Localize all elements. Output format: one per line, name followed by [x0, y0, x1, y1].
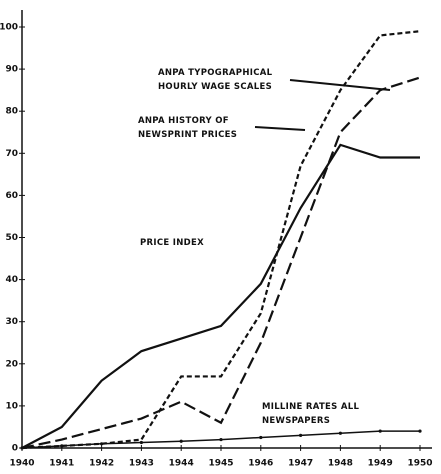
marker	[299, 433, 303, 437]
y-tick-label: 80	[5, 107, 18, 117]
y-tick-label: 10	[5, 401, 18, 411]
line	[21, 143, 420, 449]
marker	[378, 429, 382, 433]
y-tick-label: 90	[5, 65, 18, 75]
x-tick-label: 1943	[129, 459, 154, 469]
marker	[60, 444, 64, 448]
annotation: PRICE INDEX	[140, 238, 204, 248]
x-tick-label: 1948	[328, 459, 353, 469]
annotation: ANPA HISTORY OF NEWSPRINT PRICES	[138, 116, 238, 140]
y-tick-label: 50	[5, 233, 18, 243]
marker	[179, 439, 183, 443]
annotation: MILLINE RATES ALL NEWSPAPERS	[262, 402, 360, 426]
x-tick-label: 1942	[89, 459, 114, 469]
y-tick-label: 100	[0, 23, 18, 33]
marker	[20, 446, 24, 450]
x-tick-label: 1946	[248, 459, 273, 469]
x-tick-label: 1949	[368, 459, 393, 469]
annotation: ANPA TYPOGRAPHICAL HOURLY WAGE SCALES	[158, 68, 273, 92]
annotation-arrow	[289, 79, 391, 91]
marker	[338, 431, 342, 435]
y-tick-label: 30	[5, 317, 18, 327]
x-tick-label: 1941	[49, 459, 74, 469]
marker	[259, 435, 263, 440]
x-tick-label: 1945	[208, 459, 233, 469]
marker	[418, 429, 422, 433]
y-tick-label: 70	[5, 149, 18, 159]
x-tick-label: 1940	[9, 459, 34, 469]
annotation-arrow	[254, 126, 306, 131]
x-tick-label: 1950	[407, 459, 432, 469]
y-tick-label: 60	[5, 191, 18, 201]
y-tick-label: 40	[5, 275, 18, 285]
y-tick-label: 0	[12, 444, 18, 454]
marker	[100, 442, 104, 446]
marker	[219, 437, 223, 442]
x-tick-label: 1947	[288, 459, 313, 469]
x-tick-label: 1944	[169, 459, 194, 469]
marker	[139, 440, 143, 445]
y-tick-label: 20	[5, 359, 18, 369]
line	[21, 76, 421, 450]
